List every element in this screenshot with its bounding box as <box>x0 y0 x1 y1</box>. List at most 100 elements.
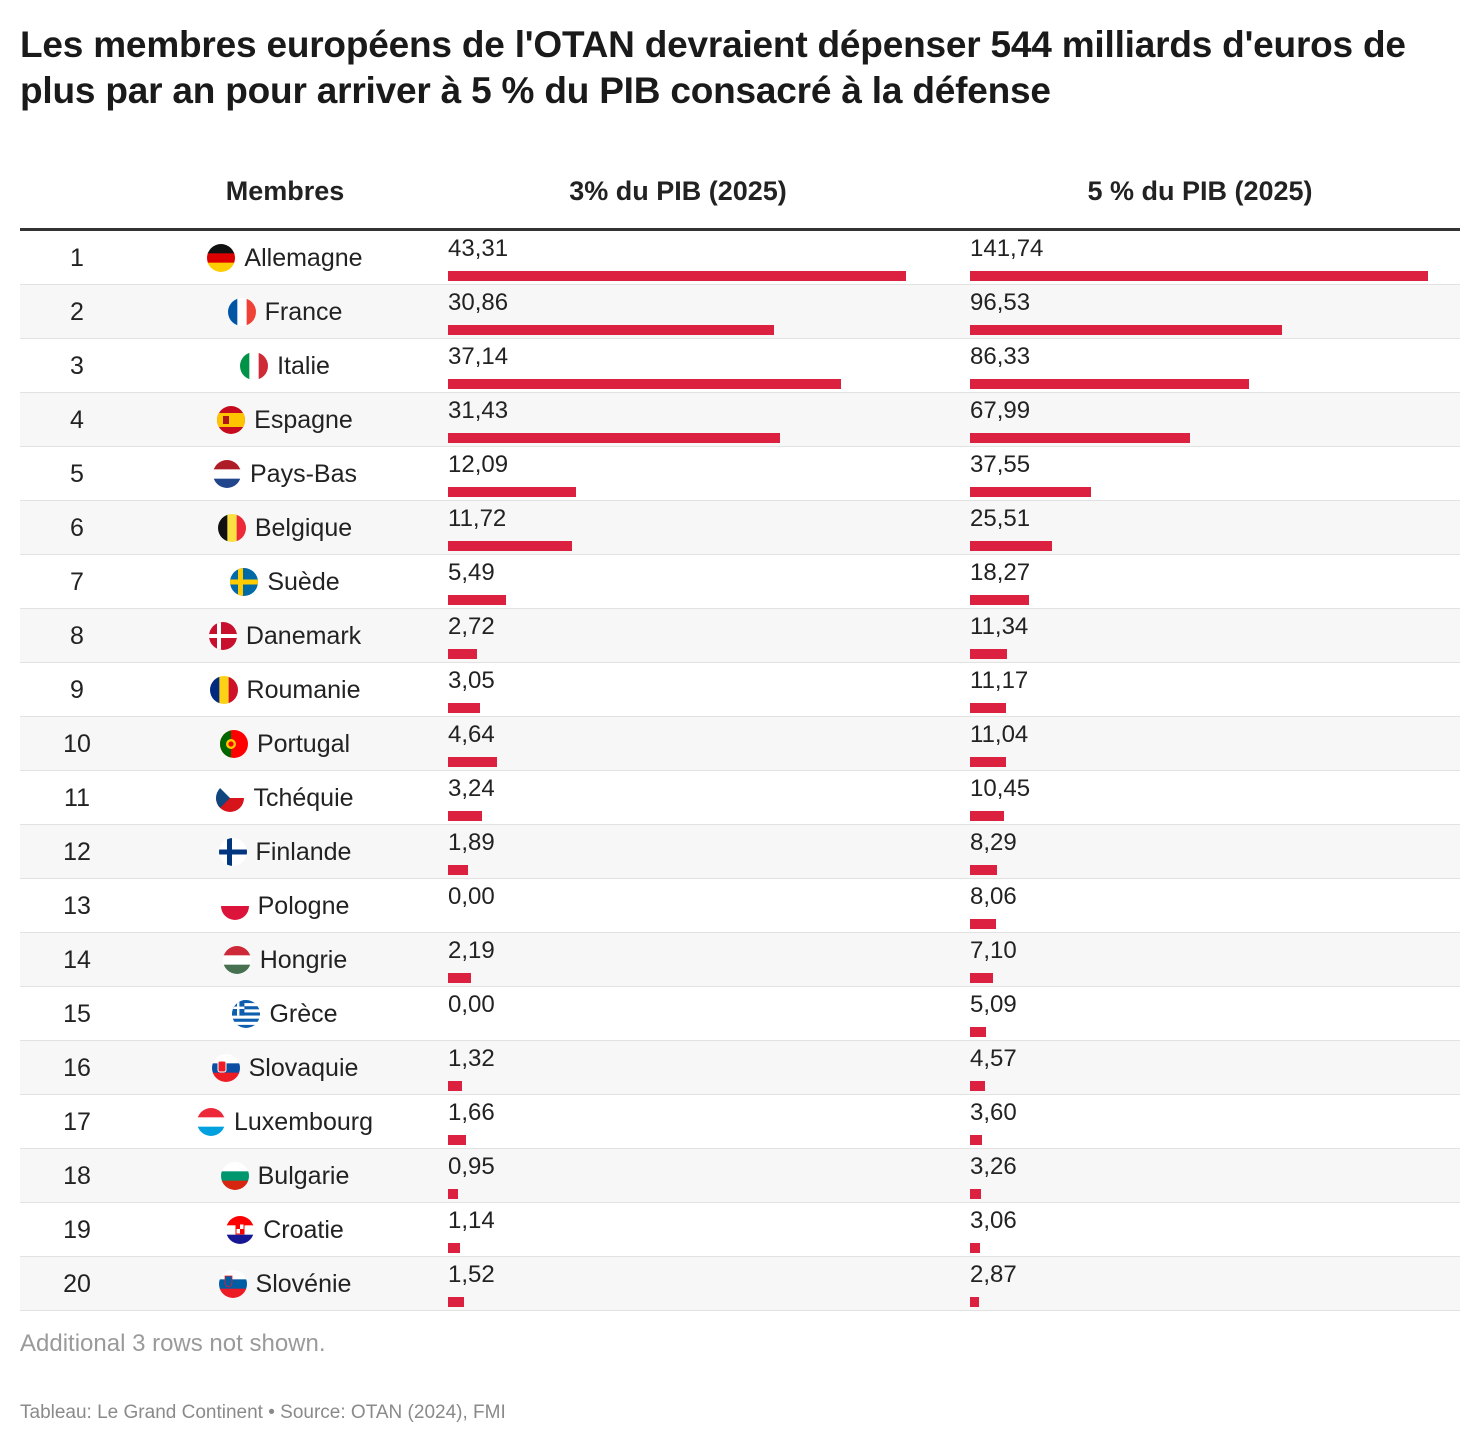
value-5-percent: 67,99 <box>970 397 1031 424</box>
bar-5-percent <box>970 379 1249 389</box>
value-5-percent: 25,51 <box>970 505 1031 532</box>
bar-3-percent <box>448 649 477 659</box>
romania-flag-icon <box>209 676 238 704</box>
bar-5-percent <box>970 1243 980 1253</box>
value-3-percent: 0,95 <box>448 1153 495 1180</box>
member-name: Bulgarie <box>257 1161 350 1190</box>
value-3-percent: 1,52 <box>448 1261 495 1288</box>
rank-cell: 15 <box>63 1000 91 1028</box>
member-name: Finlande <box>255 837 352 866</box>
table-row: 4 Espagne 31,43 67,99 <box>20 393 1460 447</box>
header-divider <box>20 228 1460 231</box>
bar-5-percent <box>970 1027 987 1037</box>
rank-cell: 9 <box>70 676 84 704</box>
value-5-percent: 7,10 <box>970 937 1017 964</box>
member-cell: Roumanie <box>160 674 410 706</box>
value-5-percent: 8,29 <box>970 829 1017 856</box>
rank-cell: 5 <box>70 460 84 488</box>
value-3-percent: 1,66 <box>448 1099 495 1126</box>
value-3-percent: 37,14 <box>448 343 509 370</box>
bar-3-percent <box>448 811 483 821</box>
member-name: Croatie <box>263 1215 344 1244</box>
value-5-percent: 11,34 <box>970 613 1029 640</box>
column-header-3-percent[interactable]: 3% du PIB (2025) <box>569 176 787 206</box>
bar-5-percent <box>970 865 997 875</box>
member-name: Espagne <box>254 405 353 434</box>
member-name: Pologne <box>257 891 350 920</box>
bar-3-percent <box>448 1189 459 1199</box>
bar-3-percent <box>448 325 775 335</box>
value-3-percent: 0,00 <box>448 883 495 910</box>
bar-5-percent <box>970 649 1007 659</box>
rank-cell: 12 <box>63 838 91 866</box>
value-5-percent: 4,57 <box>970 1045 1017 1072</box>
value-3-percent: 4,64 <box>448 721 495 748</box>
value-3-percent: 31,43 <box>448 397 509 424</box>
value-3-percent: 11,72 <box>448 505 507 532</box>
value-3-percent: 1,32 <box>448 1045 495 1072</box>
rank-cell: 13 <box>63 892 91 920</box>
rank-cell: 14 <box>63 946 91 974</box>
member-name: Hongrie <box>259 945 348 974</box>
rank-cell: 4 <box>70 406 84 434</box>
bar-5-percent <box>970 433 1190 443</box>
table-header: Membres 3% du PIB (2025) 5 % du PIB (202… <box>20 172 1460 216</box>
rank-cell: 8 <box>70 622 84 650</box>
value-5-percent: 96,53 <box>970 289 1031 316</box>
bar-3-percent <box>448 487 576 497</box>
bar-3-percent <box>448 703 481 713</box>
rank-cell: 3 <box>70 352 84 380</box>
value-5-percent: 18,27 <box>970 559 1031 586</box>
value-3-percent: 2,72 <box>448 613 495 640</box>
member-name: Portugal <box>256 729 351 758</box>
rank-cell: 17 <box>63 1108 91 1136</box>
member-name: Slovénie <box>255 1269 352 1298</box>
table-row: 5 Pays-Bas 12,09 37,55 <box>20 447 1460 501</box>
bar-5-percent <box>970 1135 982 1145</box>
value-5-percent: 10,45 <box>970 775 1031 802</box>
slovakia-flag-icon <box>211 1054 240 1082</box>
member-cell: Hongrie <box>160 944 410 976</box>
member-cell: Italie <box>160 350 410 382</box>
bar-3-percent <box>448 433 781 443</box>
table-row: 1 Allemagne 43,31 141,74 <box>20 231 1460 285</box>
value-5-percent: 141,74 <box>970 235 1044 262</box>
rank-cell: 6 <box>70 514 84 542</box>
rank-cell: 7 <box>70 568 84 596</box>
column-header-5-percent[interactable]: 5 % du PIB (2025) <box>1087 176 1313 206</box>
rank-cell: 1 <box>70 244 84 272</box>
value-5-percent: 86,33 <box>970 343 1031 370</box>
table-row: 2 France 30,86 96,53 <box>20 285 1460 339</box>
value-5-percent: 8,06 <box>970 883 1017 910</box>
member-name: Slovaquie <box>248 1053 359 1082</box>
table-row: 20 Slovénie 1,52 2,87 <box>20 1257 1460 1311</box>
bulgaria-flag-icon <box>220 1162 249 1190</box>
slovenia-flag-icon <box>218 1270 247 1298</box>
column-header-members[interactable]: Membres <box>225 176 345 206</box>
value-5-percent: 5,09 <box>970 991 1017 1018</box>
bar-5-percent <box>970 487 1092 497</box>
table-row: 8 Danemark 2,72 11,34 <box>20 609 1460 663</box>
value-5-percent: 3,60 <box>970 1099 1017 1126</box>
value-5-percent: 2,87 <box>970 1261 1017 1288</box>
bar-3-percent <box>448 757 498 767</box>
rank-cell: 18 <box>63 1162 91 1190</box>
value-3-percent: 43,31 <box>448 235 509 262</box>
member-cell: Portugal <box>160 728 410 760</box>
bar-5-percent <box>970 1297 980 1307</box>
member-cell: France <box>160 296 410 328</box>
bar-3-percent <box>448 973 472 983</box>
member-name: France <box>264 297 343 326</box>
value-5-percent: 37,55 <box>970 451 1031 478</box>
bar-3-percent <box>448 1135 466 1145</box>
member-name: Luxembourg <box>234 1107 373 1136</box>
france-flag-icon <box>227 298 256 326</box>
bar-3-percent <box>448 1297 465 1307</box>
value-3-percent: 3,05 <box>448 667 495 694</box>
czechia-flag-icon <box>216 784 245 812</box>
source-credit: Tableau: Le Grand Continent • Source: OT… <box>20 1402 506 1423</box>
table-row: 7 Suède 5,49 18,27 <box>20 555 1460 609</box>
croatia-flag-icon <box>226 1216 255 1244</box>
member-name: Belgique <box>254 513 353 542</box>
luxembourg-flag-icon <box>197 1108 225 1136</box>
